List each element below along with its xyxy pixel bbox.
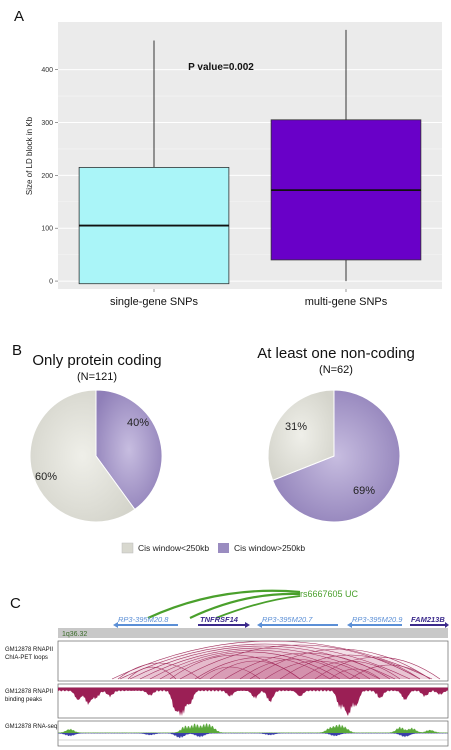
binding-peaks-signal bbox=[58, 688, 448, 716]
y-tick-label: 200 bbox=[41, 173, 53, 180]
pie-slice-small-window bbox=[267, 389, 335, 481]
chia-pet-loop bbox=[117, 662, 201, 680]
track-label-2a: GM12878 RNAPII bbox=[5, 689, 53, 695]
pie-slice-label: 40% bbox=[127, 417, 149, 429]
pie-legend: Cis window<250kb Cis window>250kb bbox=[121, 542, 305, 554]
x-category-label: multi-gene SNPs bbox=[305, 296, 388, 308]
p-value-label: P value=0.002 bbox=[188, 62, 254, 73]
pie-chart-non-coding: 31% 69% bbox=[267, 389, 401, 523]
pie-2-title: At least one non-coding bbox=[257, 345, 415, 362]
track-label-3: GM12878 RNA-seq bbox=[5, 724, 57, 730]
chia-pet-loop bbox=[199, 666, 261, 680]
pie-1-n: (N=121) bbox=[77, 371, 117, 383]
legend-swatch-small bbox=[121, 542, 134, 554]
gene-arrow-head bbox=[245, 622, 250, 628]
y-tick-label: 300 bbox=[41, 120, 53, 127]
pie-1-title: Only protein coding bbox=[32, 352, 161, 369]
chia-pet-loop bbox=[329, 668, 381, 680]
gene-arrow-head bbox=[113, 622, 118, 628]
pie-slice-label: 31% bbox=[285, 421, 307, 433]
pie-slice-large-window bbox=[95, 389, 163, 511]
gene-label: RP3-395M20.7 bbox=[262, 615, 313, 624]
chia-pet-loop bbox=[139, 647, 381, 680]
chia-pet-loop bbox=[279, 654, 421, 680]
y-tick-labels: 0 100 200 300 400 bbox=[41, 67, 58, 286]
pie-slice-large-window bbox=[271, 389, 401, 523]
gene-arrow-head bbox=[347, 622, 352, 628]
track-label-2b: binding peaks bbox=[5, 697, 42, 703]
snp-link-arc bbox=[189, 592, 301, 619]
chia-pet-loop bbox=[349, 664, 431, 680]
panel-a-letter: A bbox=[14, 8, 24, 25]
chia-pet-loop bbox=[264, 660, 371, 680]
band-label: 1q36.32 bbox=[62, 631, 87, 638]
genome-browser: rs6667605 UC 1q36.32 RP3-395M20.8 TNFRSF… bbox=[5, 589, 449, 747]
gene-arrow-head bbox=[257, 622, 262, 628]
pie-slice-small-window bbox=[29, 389, 136, 523]
gene-label: RP3-395M20.9 bbox=[352, 615, 403, 624]
box-plot: 0 100 200 300 400 single-gene SNPs multi-gene… bbox=[25, 22, 442, 308]
pie-2-n: (N=62) bbox=[319, 364, 353, 376]
gene-label: FAM213B bbox=[411, 615, 445, 624]
snp-link-arc bbox=[147, 589, 301, 620]
chia-pet-loop bbox=[127, 666, 177, 680]
rnaseq-plus-signal bbox=[58, 723, 448, 733]
pie-slice-label: 60% bbox=[35, 471, 57, 483]
x-category-label: single-gene SNPs bbox=[110, 296, 199, 308]
chia-pet-loop bbox=[111, 640, 433, 680]
y-tick-label: 100 bbox=[41, 226, 53, 233]
pie-slice-label: 69% bbox=[353, 485, 375, 497]
y-tick-label: 400 bbox=[41, 67, 53, 74]
gene-label: RP3-395M20.8 bbox=[118, 615, 169, 624]
y-axis-title: Size of LD block in Kb bbox=[25, 116, 34, 195]
x-category-labels: single-gene SNPs multi-gene SNPs bbox=[110, 289, 388, 308]
panel-c-letter: C bbox=[10, 595, 21, 612]
pie-chart-protein-coding: 60% 40% bbox=[29, 389, 163, 523]
chia-pet-loop bbox=[129, 645, 396, 680]
y-tick-label: 0 bbox=[49, 279, 53, 286]
snp-link-arc bbox=[215, 595, 301, 619]
chromosome-band bbox=[58, 628, 448, 638]
snp-label: rs6667605 UC bbox=[300, 589, 359, 599]
chia-pet-loop bbox=[314, 656, 441, 680]
legend-label-large: Cis window>250kb bbox=[234, 543, 305, 553]
gene-label: TNFRSF14 bbox=[200, 615, 239, 624]
boxes bbox=[78, 29, 422, 285]
legend-label-small: Cis window<250kb bbox=[138, 543, 209, 553]
rnaseq-minus-signal bbox=[58, 733, 448, 739]
chia-pet-loops bbox=[111, 640, 441, 680]
gene-arrow-head bbox=[445, 622, 449, 628]
track-label-1a: GM12878 RNAPII bbox=[5, 647, 53, 653]
legend-swatch-large bbox=[218, 543, 229, 553]
track-label-1b: ChIA-PET loops bbox=[5, 655, 48, 661]
panel-b-letter: B bbox=[12, 342, 22, 359]
track-rnaseq-frame bbox=[57, 720, 449, 747]
